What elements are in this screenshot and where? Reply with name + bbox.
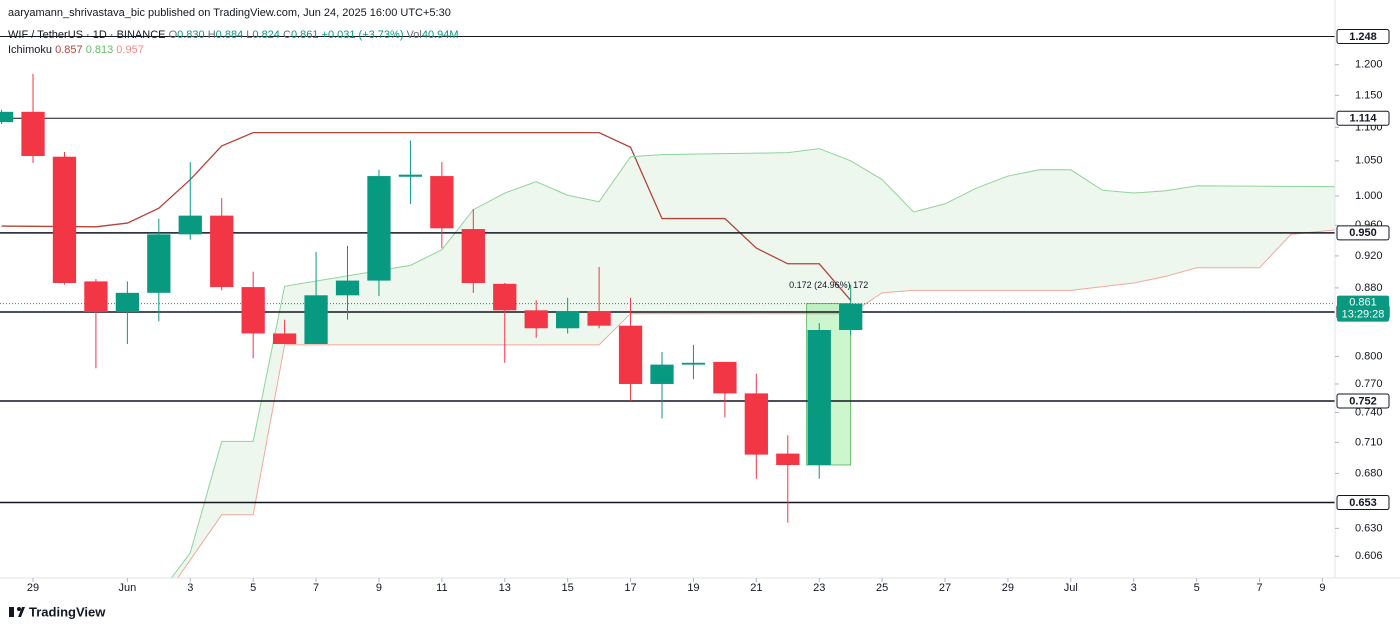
x-tick-label: 27 — [939, 582, 951, 594]
level-label-box — [1336, 225, 1390, 241]
current-price-box — [1337, 295, 1389, 322]
x-tick-label: 15 — [562, 582, 574, 594]
candle-body — [178, 215, 202, 235]
candle-body — [147, 234, 171, 293]
logo-mark — [9, 607, 14, 617]
x-tick-label: 19 — [687, 582, 699, 594]
candle-body — [650, 364, 674, 384]
candle-body — [618, 325, 643, 384]
x-tick-label: 11 — [436, 582, 447, 594]
x-tick-label: 3 — [1131, 582, 1137, 594]
x-tick-label: 13 — [499, 582, 511, 594]
level-label-box — [1336, 110, 1390, 126]
level-label-box — [1336, 495, 1390, 511]
candle-body — [335, 280, 360, 296]
y-tick-label: 0.740 — [1355, 406, 1383, 418]
candle-body — [807, 329, 831, 465]
x-tick-label: 3 — [187, 582, 193, 594]
level-label: 1.114 — [1350, 113, 1378, 125]
y-tick-label: 1.000 — [1355, 190, 1383, 202]
candle-body — [681, 362, 706, 365]
candle-body — [272, 333, 297, 344]
candle-body — [430, 176, 454, 229]
y-tick-label: 0.770 — [1355, 378, 1383, 390]
level-label: 1.248 — [1349, 31, 1377, 43]
ichimoku-cloud — [171, 148, 1335, 578]
candle-body — [21, 111, 45, 157]
candle-body — [461, 229, 485, 284]
candle-body — [556, 311, 580, 329]
candle-body — [115, 292, 140, 313]
y-tick-label: 0.680 — [1355, 467, 1383, 479]
candle-body — [367, 176, 391, 281]
candle-body — [776, 453, 800, 465]
price-labels: 1.2481.1140.9500.8510.7520.6530.86113:29… — [1336, 29, 1390, 511]
y-tick-label: 1.200 — [1355, 59, 1383, 71]
candle-body — [304, 295, 328, 344]
axes: 1.2001.1501.1001.0501.0000.9600.9200.880… — [27, 59, 1383, 594]
logo-mark — [17, 607, 21, 611]
countdown-label: 13:29:28 — [1342, 309, 1385, 321]
x-tick-label: 9 — [376, 582, 382, 594]
level-label: 0.653 — [1349, 497, 1377, 509]
x-tick-label: 5 — [250, 582, 256, 594]
current-price-label: 0.861 — [1349, 297, 1377, 309]
candle-body — [493, 283, 517, 311]
x-tick-label: 5 — [1194, 582, 1200, 594]
candle-body — [398, 174, 423, 177]
footer-logo: TradingView — [9, 604, 106, 619]
logo-mark — [18, 607, 25, 617]
y-tick-label: 0.630 — [1355, 522, 1383, 534]
x-tick-label: 29 — [1002, 582, 1014, 594]
candle-body — [241, 287, 265, 334]
y-tick-label: 0.920 — [1355, 250, 1383, 262]
candle-body — [839, 303, 863, 330]
x-tick-label: 17 — [624, 582, 636, 594]
x-tick-label: 21 — [750, 582, 762, 594]
x-tick-label: Jun — [118, 582, 136, 594]
plot-area: 0.172 (24.96%) 172 — [0, 36, 1335, 578]
measure-label: 0.172 (24.96%) 172 — [789, 280, 868, 290]
x-tick-label: 7 — [313, 582, 319, 594]
candle-body — [0, 111, 14, 123]
candle-body — [52, 156, 77, 284]
candle-body — [524, 310, 548, 329]
x-tick-label: 7 — [1256, 582, 1262, 594]
level-label-box — [1336, 29, 1390, 45]
candle-body — [210, 215, 234, 288]
level-label: 0.752 — [1349, 395, 1377, 407]
candle-body — [713, 361, 737, 394]
y-tick-label: 1.050 — [1355, 155, 1383, 167]
level-label: 0.950 — [1349, 227, 1377, 239]
y-tick-label: 1.100 — [1355, 121, 1383, 133]
y-tick-label: 0.710 — [1355, 436, 1383, 448]
x-tick-label: 29 — [27, 582, 39, 594]
level-label-box — [1336, 393, 1390, 409]
candle-body — [587, 311, 611, 326]
x-tick-label: 25 — [876, 582, 888, 594]
ichimoku-line — [1, 131, 852, 301]
y-tick-label: 0.606 — [1355, 550, 1383, 562]
candle-body — [744, 393, 768, 455]
x-tick-label: 23 — [813, 582, 825, 594]
y-tick-label: 0.880 — [1355, 282, 1383, 294]
ichimoku-line — [177, 229, 1335, 578]
x-tick-label: 9 — [1319, 582, 1325, 594]
candle-body — [84, 281, 108, 313]
x-tick-label: Jul — [1064, 582, 1078, 594]
y-tick-label: 1.150 — [1355, 89, 1383, 101]
y-tick-label: 0.800 — [1355, 350, 1383, 362]
footer-brand: TradingView — [29, 604, 106, 619]
